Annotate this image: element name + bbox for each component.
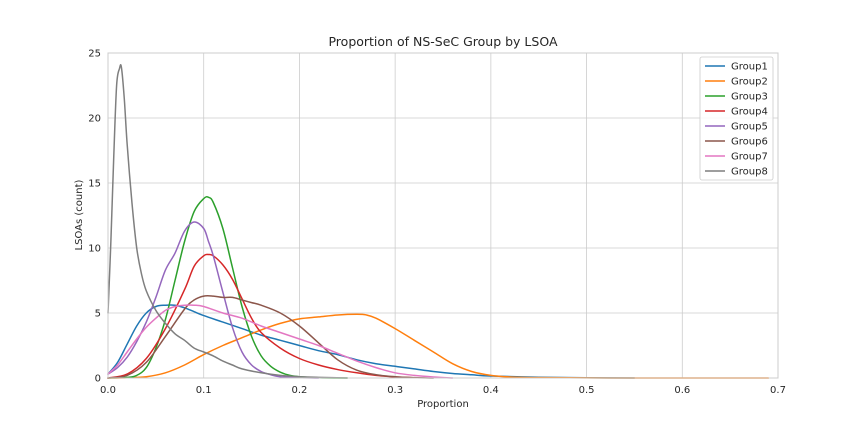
series-line-group5 <box>107 221 320 379</box>
legend: Group1 Group2 Group3 Group4 Group5 Group6 Grou… <box>699 56 774 181</box>
x-tick-label: 0.7 <box>770 385 786 396</box>
y-tick-label: 20 <box>88 114 101 125</box>
series-line-group3 <box>107 196 349 379</box>
x-tick-label: 0.3 <box>387 385 403 396</box>
legend-entry-group4: Group4 <box>731 107 768 118</box>
x-tick-label: 0.1 <box>196 385 212 396</box>
series-line-group2 <box>107 313 770 379</box>
legend-box <box>699 56 774 181</box>
y-tick-label: 0 <box>95 374 101 385</box>
legend-entry-group2: Group2 <box>731 77 768 88</box>
y-axis-label: LSOAs (count) <box>74 179 85 250</box>
grid-lines <box>107 52 779 379</box>
series-line-group7 <box>107 304 454 379</box>
x-tick-label: 0.0 <box>100 385 116 396</box>
legend-entry-group5: Group5 <box>731 122 768 133</box>
chart-title: Proportion of NS-SeC Group by LSOA <box>328 34 557 49</box>
plot-frame <box>107 52 779 379</box>
series-line-group1 <box>107 304 636 379</box>
y-tick-label: 25 <box>88 49 101 60</box>
y-axis-ticks: 0 5 10 15 20 25 <box>88 49 101 385</box>
legend-entry-group7: Group7 <box>731 152 768 163</box>
legend-entry-group1: Group1 <box>731 62 768 73</box>
series-group <box>107 63 770 379</box>
y-tick-label: 15 <box>88 179 101 190</box>
legend-entry-group3: Group3 <box>731 92 768 103</box>
series-line-group8 <box>107 63 349 379</box>
y-tick-label: 10 <box>88 244 101 255</box>
x-tick-label: 0.2 <box>291 385 307 396</box>
legend-entry-group6: Group6 <box>731 137 768 148</box>
x-axis-label: Proportion <box>417 399 469 410</box>
x-tick-label: 0.5 <box>579 385 595 396</box>
legend-entry-group8: Group8 <box>731 167 768 178</box>
x-axis-ticks: 0.0 0.1 0.2 0.3 0.4 0.5 0.6 0.7 <box>100 385 786 396</box>
x-tick-label: 0.4 <box>483 385 499 396</box>
series-line-group6 <box>107 295 435 379</box>
x-tick-label: 0.6 <box>674 385 690 396</box>
series-line-group4 <box>107 253 416 379</box>
y-tick-label: 5 <box>95 309 101 320</box>
